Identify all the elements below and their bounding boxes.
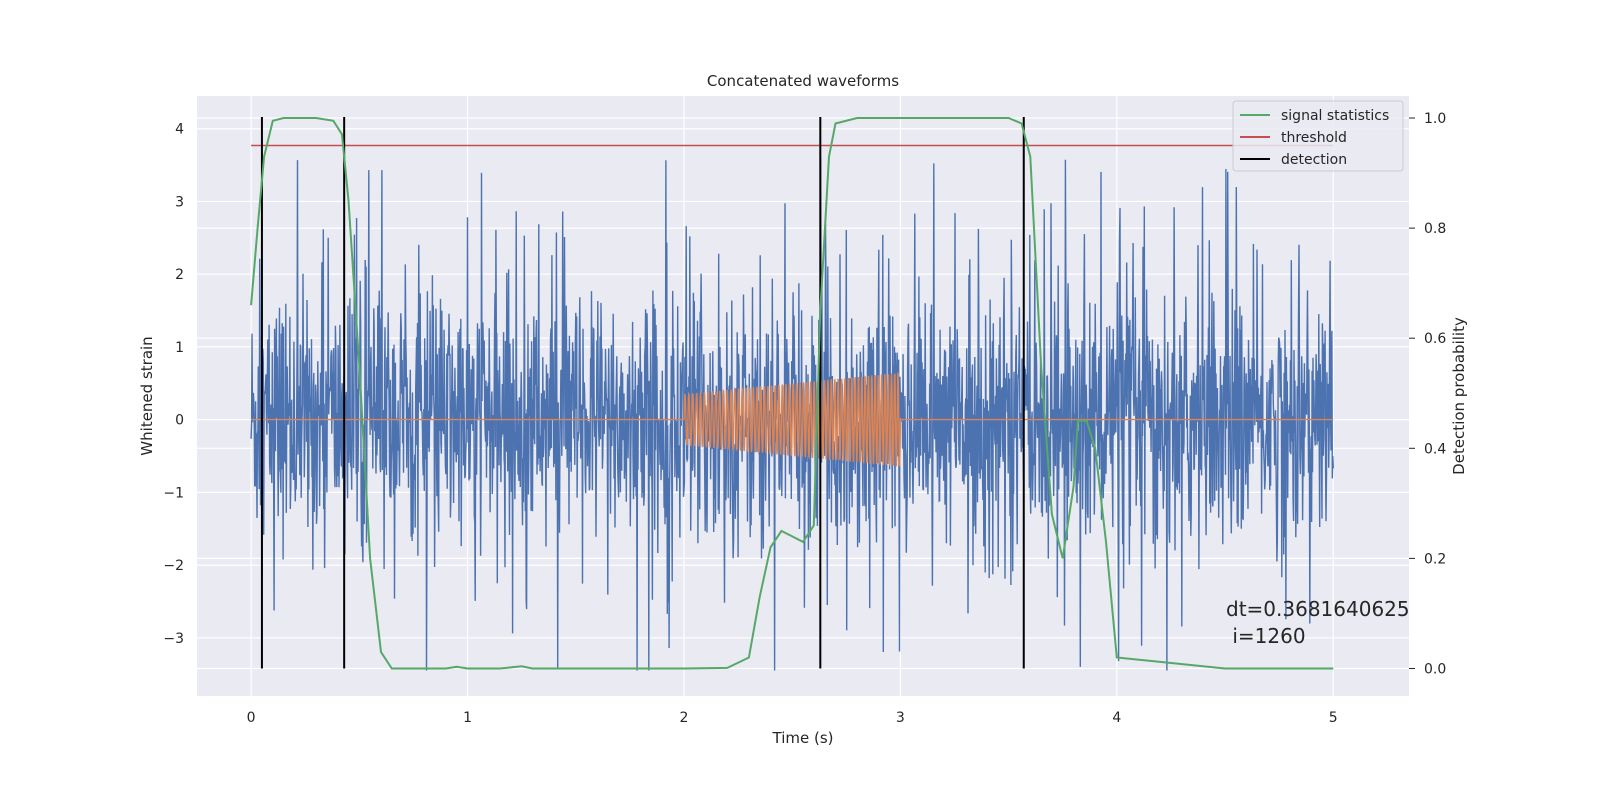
y2-tick-label: 0.6: [1424, 331, 1446, 347]
x-tick-label: 2: [680, 710, 689, 726]
y2-axis-title: Detection probability: [1450, 317, 1468, 475]
x-tick-label: 5: [1329, 710, 1338, 726]
y2-tick-label: 0.0: [1424, 661, 1446, 677]
signal-statistics-line: [250, 117, 1334, 670]
annotation-dt: dt=0.3681640625: [1226, 597, 1410, 621]
x-tick-label: 1: [463, 710, 472, 726]
legend-label-threshold: threshold: [1281, 130, 1347, 146]
legend-box: [1232, 100, 1404, 172]
y-tick-label: 3: [175, 194, 184, 210]
x-tick-label: 4: [1112, 710, 1121, 726]
y-tick-label: −1: [163, 485, 184, 501]
grid-right-axis: [197, 117, 1409, 670]
y-axis-ticks: −3 −2 −1 0 1 2 3 4: [163, 122, 184, 647]
legend: signal statistics threshold detection: [1232, 100, 1404, 172]
y-tick-label: −3: [163, 631, 184, 647]
plot-area: [250, 117, 1334, 671]
chart-title: Concatenated waveforms: [707, 72, 899, 90]
x-tick-label: 0: [247, 710, 256, 726]
legend-label-signal-statistics: signal statistics: [1281, 108, 1389, 124]
x-axis-title: Time (s): [772, 729, 834, 747]
detection-lines: [260, 117, 1025, 669]
legend-label-detection: detection: [1281, 152, 1347, 168]
injected-waveform-line: [251, 372, 1334, 467]
x-tick-label: 3: [896, 710, 905, 726]
y-tick-label: −2: [163, 558, 184, 574]
y2-tick-label: 0.8: [1424, 221, 1446, 237]
y-tick-label: 1: [175, 340, 184, 356]
annotation-i: i=1260: [1226, 624, 1306, 648]
y-tick-label: 0: [175, 413, 184, 429]
y2-tick-label: 0.2: [1424, 551, 1446, 567]
y2-axis-ticks: 0.0 0.2 0.4 0.6 0.8 1.0: [1409, 111, 1446, 677]
y2-tick-label: 0.4: [1424, 441, 1446, 457]
y-tick-label: 4: [175, 122, 184, 138]
x-axis-ticks: 0 1 2 3 4 5: [247, 710, 1338, 726]
y-tick-label: 2: [175, 267, 184, 283]
y2-tick-label: 1.0: [1424, 111, 1446, 127]
y-axis-title: Whitened strain: [138, 336, 156, 455]
